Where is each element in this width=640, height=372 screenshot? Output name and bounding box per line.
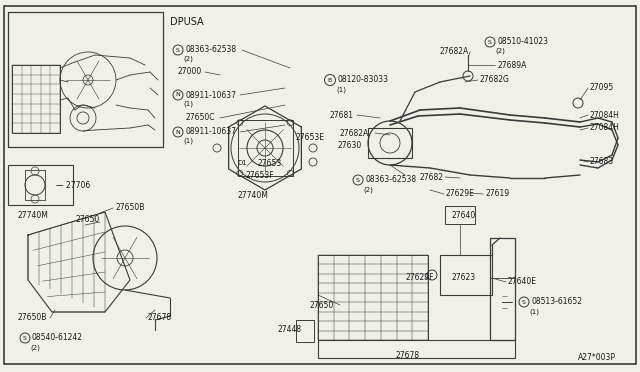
Text: 27650: 27650: [75, 215, 99, 224]
Bar: [318, 255, 428, 340]
Text: 27682A: 27682A: [440, 48, 469, 57]
Text: 08911-10637: 08911-10637: [185, 128, 236, 137]
Text: 27630: 27630: [338, 141, 362, 150]
Bar: [238, 120, 293, 176]
Text: 27650C: 27650C: [185, 113, 214, 122]
Text: 27689A: 27689A: [497, 61, 526, 70]
Text: 27653F: 27653F: [245, 170, 274, 180]
Text: — 27706: — 27706: [56, 180, 90, 189]
Text: 27740M: 27740M: [18, 211, 49, 219]
Polygon shape: [28, 212, 130, 312]
Text: (2): (2): [363, 187, 373, 193]
Bar: [368, 128, 412, 158]
Text: 27682A: 27682A: [340, 128, 369, 138]
Text: 08540-61242: 08540-61242: [32, 334, 83, 343]
Text: 27650: 27650: [310, 301, 334, 310]
Text: (1): (1): [183, 101, 193, 107]
Text: (2): (2): [183, 56, 193, 62]
Text: (2): (2): [495, 48, 505, 54]
Text: B: B: [328, 77, 332, 83]
Text: S: S: [176, 48, 180, 52]
Text: (1): (1): [529, 309, 539, 315]
Bar: [445, 206, 475, 224]
Text: 08911-10637: 08911-10637: [185, 90, 236, 99]
Text: 27678: 27678: [148, 314, 172, 323]
Text: 27682G: 27682G: [480, 76, 510, 84]
Text: N: N: [175, 129, 180, 135]
Text: (2): (2): [30, 345, 40, 351]
Text: S: S: [488, 39, 492, 45]
Text: S: S: [23, 336, 27, 340]
Text: 27650B: 27650B: [115, 203, 145, 212]
Text: 27650B: 27650B: [18, 314, 47, 323]
Text: 27653E: 27653E: [296, 134, 325, 142]
Text: 08513-61652: 08513-61652: [531, 298, 582, 307]
Text: 27623: 27623: [452, 273, 476, 282]
Text: 27000: 27000: [178, 67, 202, 77]
Text: 27095: 27095: [590, 83, 614, 93]
Bar: [12, 65, 60, 133]
Text: 27629F: 27629F: [406, 273, 435, 282]
Text: A27*003P: A27*003P: [578, 353, 616, 362]
Text: 27629E: 27629E: [446, 189, 475, 199]
Text: S: S: [522, 299, 526, 305]
Text: 27084H: 27084H: [590, 110, 620, 119]
Text: 27678: 27678: [395, 350, 419, 359]
Text: 27682: 27682: [420, 173, 444, 182]
Text: (1): (1): [183, 138, 193, 144]
Text: 27619: 27619: [485, 189, 509, 199]
Text: 27448: 27448: [278, 326, 302, 334]
Bar: [8, 165, 73, 205]
Bar: [440, 255, 492, 295]
Bar: [490, 238, 515, 340]
Text: 27653: 27653: [257, 158, 281, 167]
Text: DPUSA: DPUSA: [170, 17, 204, 27]
Text: 08510-41023: 08510-41023: [497, 38, 548, 46]
Text: 27681: 27681: [330, 110, 354, 119]
Bar: [318, 340, 515, 358]
Text: (1): (1): [336, 87, 346, 93]
Text: N: N: [175, 93, 180, 97]
Text: S: S: [356, 177, 360, 183]
Text: 27640: 27640: [452, 211, 476, 219]
Bar: [8, 12, 163, 147]
Text: 08363-62538: 08363-62538: [365, 176, 416, 185]
Text: 27683: 27683: [590, 157, 614, 167]
Text: 08120-83033: 08120-83033: [338, 76, 389, 84]
Text: D1: D1: [237, 160, 247, 166]
Text: 27740M: 27740M: [238, 190, 269, 199]
Text: 08363-62538: 08363-62538: [185, 45, 236, 55]
Text: 27084H: 27084H: [590, 124, 620, 132]
Text: 27640E: 27640E: [508, 278, 537, 286]
Bar: [296, 320, 314, 342]
